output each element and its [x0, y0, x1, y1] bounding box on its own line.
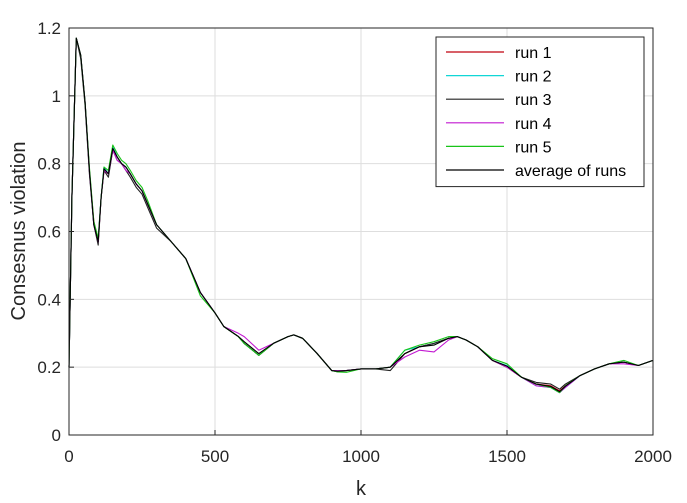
series-lines — [68, 37, 654, 394]
series-line-average-of-runs — [68, 37, 654, 393]
y-tick-label: 0.4 — [37, 290, 61, 309]
y-tick-label: 1.2 — [37, 19, 61, 38]
y-axis-label: Consesnus violation — [8, 142, 30, 321]
x-tick-label: 1500 — [488, 447, 526, 466]
y-tick-label: 0 — [52, 426, 61, 445]
axis-ticks: 0 500 1000 1500 2000 0 0.2 0.4 0.6 0.8 1 1.2 — [37, 19, 672, 466]
legend-label-run-3: run 3 — [515, 92, 552, 109]
x-axis-label: k — [356, 478, 367, 500]
y-tick-label: 1 — [52, 87, 61, 106]
x-tick-label: 2000 — [634, 447, 672, 466]
legend-label-run-4: run 4 — [515, 116, 552, 133]
y-tick-label: 0.6 — [37, 223, 61, 242]
x-tick-label: 500 — [201, 447, 229, 466]
legend-label-average-of-runs: average of runs — [515, 163, 626, 180]
legend-label-run-5: run 5 — [515, 139, 552, 156]
legend-box — [435, 36, 645, 188]
legend-label-run-1: run 1 — [515, 45, 552, 62]
x-tick-label: 1000 — [342, 447, 380, 466]
legend-label-run-2: run 2 — [515, 69, 552, 86]
x-tick-label: 0 — [64, 447, 73, 466]
y-tick-label: 0.2 — [37, 358, 61, 377]
y-tick-label: 0.8 — [37, 155, 61, 174]
legend: run 1 run 2 run 3 run 4 run 5 average of runs — [435, 36, 645, 188]
